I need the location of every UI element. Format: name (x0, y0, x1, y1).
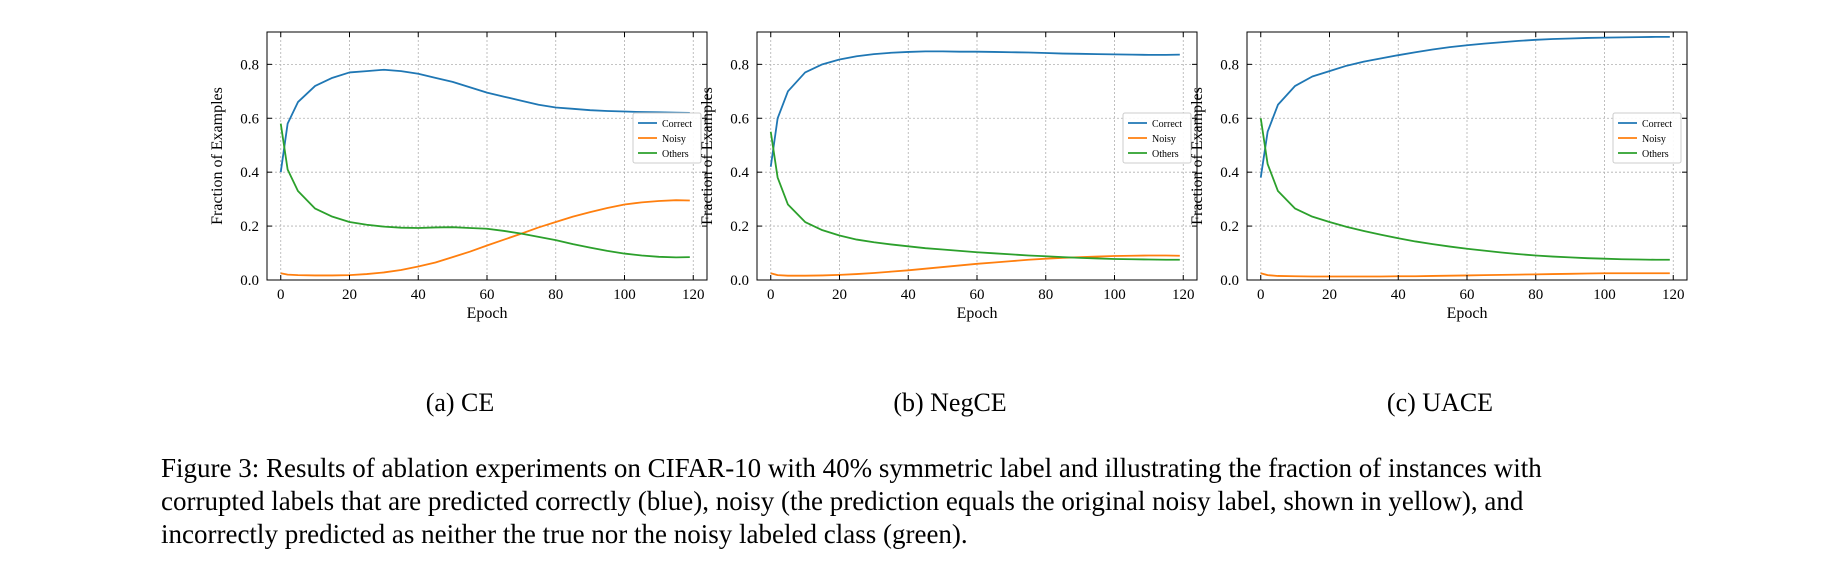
x-axis-label: Epoch (467, 305, 508, 322)
series-line-others (1259, 118, 1670, 261)
y-axis-label: Fraction of Examples (209, 87, 226, 225)
x-tick-label: 40 (411, 287, 426, 303)
x-tick-label: 80 (1038, 287, 1053, 303)
legend-label-others: Others (1642, 149, 1669, 160)
y-tick-label: 0.4 (240, 165, 259, 181)
y-tick-label: 0.6 (1220, 111, 1239, 127)
series-line-noisy (1260, 272, 1670, 278)
x-tick-label: 60 (1460, 287, 1475, 303)
y-tick-label: 0.6 (240, 111, 259, 127)
legend-label-others: Others (1152, 149, 1179, 160)
y-tick-label: 0.2 (240, 219, 259, 235)
x-tick-label: 20 (342, 287, 357, 303)
y-tick-label: 0.2 (730, 219, 749, 235)
legend-label-correct: Correct (1642, 119, 1672, 130)
legend-box (632, 112, 702, 164)
legend-label-correct: Correct (1152, 119, 1182, 130)
legend-label-correct: Correct (662, 119, 692, 130)
y-axis-label: Fraction of Examples (1189, 87, 1206, 225)
y-tick-label: 0.4 (730, 165, 749, 181)
subcaption-negce: (b) NegCE (893, 388, 1007, 417)
x-tick-label: 120 (1172, 287, 1195, 303)
y-tick-label: 0.2 (1220, 219, 1239, 235)
series-line-correct (279, 68, 690, 173)
x-tick-label: 60 (480, 287, 495, 303)
chart-svg-uace: 0 20 40 60 80 100 120 0.0 0.2 0.4 0.6 0.8 Epoch Fract… (1189, 31, 1688, 322)
legend-label-noisy: Noisy (662, 134, 686, 145)
x-tick-label: 120 (1662, 287, 1685, 303)
x-axis-label: Epoch (957, 305, 998, 322)
x-axis-label: Epoch (1447, 305, 1488, 322)
y-tick-label: 0.6 (730, 111, 749, 127)
subcaption-uace: (c) UACE (1386, 388, 1494, 417)
x-tick-label: 20 (832, 287, 847, 303)
chart-panel-ce: 0 20 40 60 80 100 120 0.0 0.2 0.4 0.6 0.8 Epoch Fract… (200, 20, 720, 360)
x-tick-label: 20 (1322, 287, 1337, 303)
y-tick-label: 0.0 (1220, 273, 1239, 289)
series-line-noisy (280, 199, 690, 277)
series-line-noisy (770, 254, 1180, 277)
caption-line: incorrectly predicted as neither the tru… (161, 519, 968, 549)
x-tick-label: 0 (1257, 287, 1265, 303)
y-tick-label: 0.8 (240, 57, 259, 73)
legend-box (1122, 112, 1192, 164)
x-tick-label: 100 (613, 287, 636, 303)
x-tick-label: 40 (901, 287, 916, 303)
series-line-correct (1259, 35, 1670, 178)
series-line-correct (769, 50, 1180, 167)
legend-box (1612, 112, 1682, 164)
x-tick-label: 100 (1593, 287, 1616, 303)
legend-label-noisy: Noisy (1642, 134, 1666, 145)
x-tick-label: 0 (767, 287, 775, 303)
chart-panel-negce: 0 20 40 60 80 100 120 0.0 0.2 0.4 0.6 0.8 Epoch Fract… (690, 20, 1210, 360)
x-tick-label: 60 (970, 287, 985, 303)
chart-panel-uace: 0 20 40 60 80 100 120 0.0 0.2 0.4 0.6 0.8 Epoch Fract… (1180, 20, 1700, 360)
series-line-others (769, 131, 1180, 261)
y-tick-label: 0.0 (240, 273, 259, 289)
figure-caption: Figure 3: Results of ablation experiment… (161, 452, 1731, 551)
legend-label-others: Others (662, 149, 689, 160)
chart-svg-negce: 0 20 40 60 80 100 120 0.0 0.2 0.4 0.6 0.8 Epoch Fract… (699, 31, 1198, 322)
x-tick-label: 120 (682, 287, 705, 303)
y-tick-label: 0.8 (730, 57, 749, 73)
x-tick-label: 80 (548, 287, 563, 303)
y-tick-label: 0.4 (1220, 165, 1239, 181)
y-tick-label: 0.8 (1220, 57, 1239, 73)
subcaption-ce: (a) CE (425, 388, 495, 417)
x-tick-label: 40 (1391, 287, 1406, 303)
series-line-others (279, 123, 690, 259)
x-tick-label: 80 (1528, 287, 1543, 303)
caption-line: corrupted labels that are predicted corr… (161, 486, 1524, 516)
y-tick-label: 0.0 (730, 273, 749, 289)
caption-line: Figure 3: Results of ablation experiment… (161, 453, 1542, 483)
y-axis-label: Fraction of Examples (699, 87, 716, 225)
chart-svg-ce: 0 20 40 60 80 100 120 0.0 0.2 0.4 0.6 0.8 Epoch Fract… (209, 31, 708, 322)
legend-label-noisy: Noisy (1152, 134, 1176, 145)
x-tick-label: 0 (277, 287, 285, 303)
x-tick-label: 100 (1103, 287, 1126, 303)
